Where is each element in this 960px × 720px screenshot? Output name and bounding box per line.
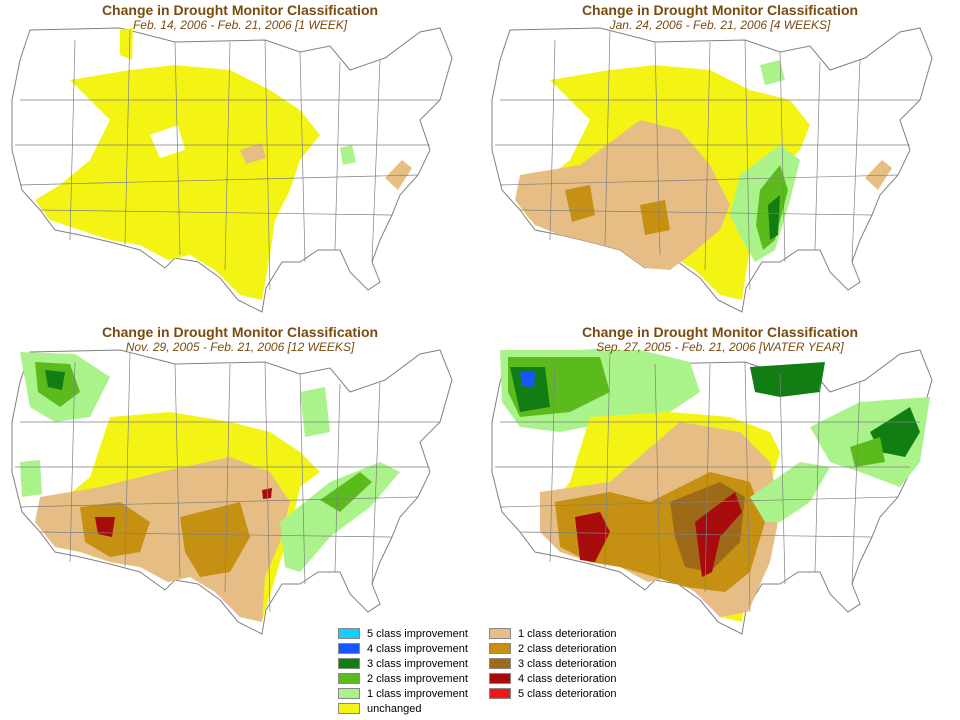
legend-swatch (489, 628, 511, 639)
legend-item: 4 class deterioration (489, 671, 616, 686)
state-boundaries (15, 351, 440, 613)
deterioration-patch (240, 143, 266, 164)
legend-label: unchanged (367, 702, 422, 715)
panel-subtitle: Feb. 14, 2006 - Feb. 21, 2006 [1 WEEK] (132, 18, 348, 32)
drought-map-12weeks (11, 349, 453, 635)
state-boundaries (15, 29, 440, 291)
legend-item: 5 class deterioration (489, 686, 616, 701)
state-boundaries (495, 351, 920, 613)
improvement-3class (510, 367, 550, 412)
legend-swatch (489, 643, 511, 654)
legend-label: 4 class improvement (367, 642, 468, 655)
panel-title-block: Change in Drought Monitor Classification… (480, 324, 960, 355)
panel-title: Change in Drought Monitor Classification (101, 2, 379, 18)
improvement-patch (760, 60, 785, 85)
unchanged-gap (150, 125, 185, 158)
legend-swatch (338, 703, 360, 714)
deterioration-2class (80, 502, 150, 557)
legend-swatch (338, 673, 360, 684)
improvement-2class (850, 437, 885, 467)
deterioration-1class (35, 457, 290, 622)
legend-deterioration-column: 1 class deterioration 2 class deteriorat… (489, 626, 616, 701)
legend-item: 2 class improvement (338, 671, 468, 686)
legend-label: 5 class improvement (367, 627, 468, 640)
improvement-patch (300, 387, 330, 437)
deterioration-patch (865, 160, 892, 190)
legend-item: 3 class improvement (338, 656, 468, 671)
legend-label: 3 class deterioration (518, 657, 617, 670)
deterioration-2class (565, 185, 595, 222)
legend-improvement-column: 5 class improvement 4 class improvement … (338, 626, 468, 716)
drought-map-water-year (491, 349, 933, 635)
improvement-patch (750, 462, 830, 522)
legend-label: 4 class deterioration (518, 672, 617, 685)
legend-label: 1 class improvement (367, 687, 468, 700)
panel-subtitle: Nov. 29, 2005 - Feb. 21, 2006 [12 WEEKS] (125, 340, 355, 354)
legend-swatch (338, 688, 360, 699)
improvement-2class (320, 472, 372, 512)
improvement-patch (20, 460, 42, 497)
panel-title: Change in Drought Monitor Classification (101, 324, 379, 340)
legend-item: 3 class deterioration (489, 656, 616, 671)
legend-label: 2 class improvement (367, 672, 468, 685)
panel-title-block: Change in Drought Monitor Classification… (480, 2, 960, 33)
panel-title-block: Change in Drought Monitor Classification… (0, 2, 480, 33)
deterioration-2class (640, 200, 670, 235)
legend-item: 1 class deterioration (489, 626, 616, 641)
improvement-3class (870, 407, 920, 457)
legend-swatch (338, 643, 360, 654)
legend-swatch (489, 673, 511, 684)
deterioration-patch (385, 160, 412, 190)
map-panel-4weeks: Change in Drought Monitor Classification… (480, 0, 960, 316)
panel-title-block: Change in Drought Monitor Classification… (0, 324, 480, 355)
drought-map-1week (11, 27, 453, 313)
improvement-1class (280, 462, 400, 572)
drought-map-4weeks (491, 27, 933, 313)
map-panel-1week: Change in Drought Monitor Classification… (0, 0, 480, 316)
unchanged-region-north (120, 28, 133, 60)
legend-swatch (338, 658, 360, 669)
improvement-3class (768, 195, 780, 240)
map-panel-12weeks: Change in Drought Monitor Classification… (0, 322, 480, 638)
deterioration-4class (262, 488, 272, 499)
legend-item: 2 class deterioration (489, 641, 616, 656)
panel-title: Change in Drought Monitor Classification (581, 2, 859, 18)
panel-title: Change in Drought Monitor Classification (581, 324, 859, 340)
legend-swatch (338, 628, 360, 639)
legend-swatch (489, 658, 511, 669)
legend-label: 3 class improvement (367, 657, 468, 670)
legend-item: unchanged (338, 701, 468, 716)
improvement-3class (750, 362, 825, 397)
legend-item: 5 class improvement (338, 626, 468, 641)
deterioration-2class (180, 502, 250, 577)
deterioration-4class (95, 517, 115, 537)
legend-label: 2 class deterioration (518, 642, 617, 655)
legend-item: 1 class improvement (338, 686, 468, 701)
panel-subtitle: Jan. 24, 2006 - Feb. 21, 2006 [4 WEEKS] (609, 18, 831, 32)
legend-label: 1 class deterioration (518, 627, 617, 640)
state-boundaries (495, 29, 920, 291)
legend-item: 4 class improvement (338, 641, 468, 656)
improvement-3class (45, 370, 65, 390)
panel-subtitle: Sep. 27, 2005 - Feb. 21, 2006 [WATER YEA… (596, 340, 844, 354)
legend-swatch (489, 688, 511, 699)
legend: 5 class improvement 4 class improvement … (334, 626, 636, 718)
map-panel-water-year: Change in Drought Monitor Classification… (480, 322, 960, 638)
unchanged-region (35, 65, 320, 300)
improvement-4class (520, 372, 535, 387)
improvement-patch (340, 145, 356, 165)
deterioration-4class (575, 512, 610, 562)
deterioration-1class (515, 120, 730, 270)
legend-label: 5 class deterioration (518, 687, 617, 700)
